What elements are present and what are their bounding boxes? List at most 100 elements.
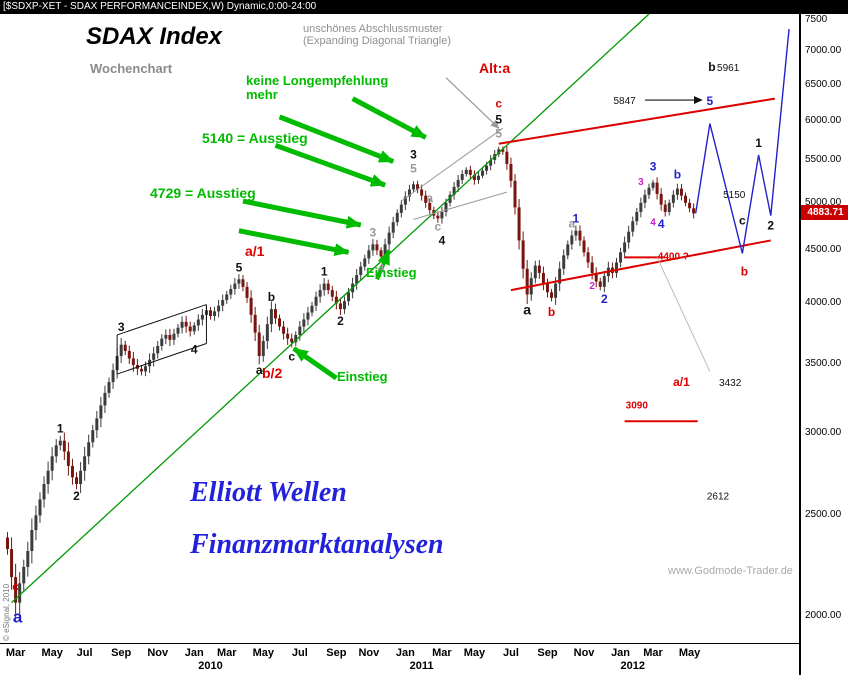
candle-body: [273, 309, 277, 319]
wave-label: 2: [73, 489, 80, 503]
year-label: 2011: [409, 660, 434, 672]
candle-body: [342, 301, 346, 310]
candle-body: [107, 382, 111, 393]
candle-body: [489, 159, 493, 166]
candle-body: [537, 265, 541, 273]
trend-lines: [11, 13, 790, 604]
month-label: May: [463, 647, 486, 659]
candle-body: [306, 312, 310, 320]
window-title: [$SDXP-XET - SDAX PERFORMANCEINDEX,W) Dy…: [3, 1, 317, 12]
green-arrow: [375, 249, 391, 281]
wave-label: 3: [638, 177, 644, 188]
wave-label: 3090: [626, 400, 649, 411]
wave-label: 4: [439, 233, 446, 247]
candle-body: [99, 405, 103, 419]
wave-label: b: [548, 305, 555, 319]
wave-label: 5: [410, 161, 417, 175]
candle-body: [671, 194, 675, 203]
candle-body: [594, 272, 598, 282]
candle-body: [448, 194, 452, 203]
time-axis[interactable]: Mar May Jul Sep Nov Jan Mar May Jul Sep Nov Jan Mar M…: [0, 643, 799, 675]
candle-body: [229, 289, 233, 295]
candle-body: [160, 338, 164, 346]
candle-body: [30, 530, 34, 552]
candle-body: [172, 333, 176, 340]
candle-body: [22, 566, 26, 584]
candle-body: [237, 279, 241, 284]
price-axis-label: 4000.00: [805, 297, 842, 309]
wave-label: 5961: [717, 63, 740, 74]
candle-body: [420, 189, 424, 196]
wedge-lower: [413, 191, 508, 220]
candle-body: [667, 202, 671, 212]
candle-body: [582, 240, 586, 253]
candle-body: [456, 179, 460, 187]
candle-body: [615, 262, 618, 273]
candle-body: [355, 275, 359, 284]
candle-body: [79, 470, 83, 485]
candle-body: [192, 325, 196, 332]
candle-body: [269, 309, 273, 325]
candle-body: [253, 314, 257, 333]
wave-label: 3: [370, 225, 377, 239]
candle-body: [278, 318, 282, 327]
month-label: May: [252, 647, 274, 659]
candle-body: [83, 456, 87, 471]
candle-body: [70, 465, 74, 478]
candle-body: [95, 418, 99, 431]
wave-label: c: [12, 580, 19, 594]
candle-body: [684, 195, 688, 203]
candle-body: [476, 175, 480, 180]
wedge-upper: [401, 127, 504, 202]
price-axis-label: 5500.00: [805, 153, 842, 165]
candle-body: [257, 332, 261, 356]
window-title-bar[interactable]: [$SDXP-XET - SDAX PERFORMANCEINDEX,W) Dy…: [0, 0, 848, 14]
candle-body: [513, 180, 517, 208]
candle-body: [440, 211, 444, 219]
candle-body: [424, 195, 428, 203]
month-label: Jan: [395, 647, 415, 659]
wave-label: 2612: [707, 491, 730, 502]
price-axis-label: 6500.00: [805, 78, 842, 90]
candle-body: [675, 188, 679, 195]
candle-body: [233, 283, 237, 290]
box-top: [116, 304, 207, 336]
candle-body: [217, 305, 221, 312]
candle-body: [302, 319, 306, 327]
candle-body: [464, 169, 468, 175]
candle-body: [46, 470, 50, 485]
wave-label: 5847: [613, 96, 636, 107]
candle-body: [509, 163, 513, 181]
wave-label: a/1: [673, 375, 690, 389]
price-axis[interactable]: 7500 7000.00 6500.00 6000.00 5500.00 5000.00 4…: [799, 14, 848, 675]
candle-body: [338, 303, 342, 310]
candle-body: [428, 202, 432, 211]
wave-label: 4: [378, 261, 385, 275]
green-arrow: [242, 198, 362, 229]
green-arrow: [238, 228, 350, 257]
candle-body: [485, 165, 489, 171]
candle-body: [602, 276, 606, 287]
candle-body: [180, 321, 184, 328]
candle-body: [371, 244, 375, 251]
candle-body: [152, 353, 156, 360]
wave-label: b: [674, 168, 681, 182]
candle-body: [245, 286, 249, 298]
candle-body: [627, 231, 631, 243]
box-bottom: [116, 343, 207, 375]
month-label: May: [678, 647, 701, 659]
candle-body: [525, 268, 529, 295]
candle-body: [590, 262, 594, 273]
candle-body: [347, 292, 351, 302]
candle-body: [225, 294, 229, 301]
candle-body: [505, 151, 509, 164]
candle-body: [213, 311, 217, 317]
wave-label: 2: [337, 314, 344, 328]
month-label: Mar: [432, 647, 452, 659]
candle-body: [481, 170, 485, 176]
month-label: Mar: [216, 647, 237, 659]
candle-body: [363, 258, 367, 267]
candle-body: [26, 551, 30, 567]
wave-label: c: [739, 214, 746, 228]
